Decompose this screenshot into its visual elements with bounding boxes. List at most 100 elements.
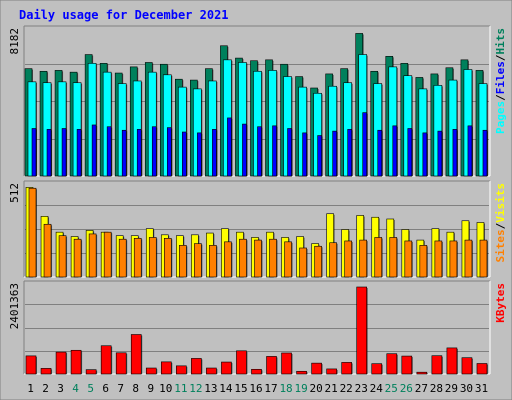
bar-pages-day-1 bbox=[31, 128, 37, 177]
bar-kbytes-day-15 bbox=[236, 350, 248, 375]
bar-fill bbox=[317, 135, 322, 177]
x-tick-day-10: 10 bbox=[159, 382, 172, 395]
bar-pages-day-22 bbox=[347, 129, 353, 177]
bar-fill bbox=[160, 361, 172, 375]
bar-fill bbox=[374, 237, 383, 278]
bar-kbytes-day-18 bbox=[281, 352, 293, 375]
bar-fill bbox=[115, 352, 127, 375]
x-tick-day-5: 5 bbox=[87, 382, 94, 395]
bar-fill bbox=[239, 238, 247, 278]
bar-fill bbox=[389, 237, 398, 278]
bar-sites-day-26 bbox=[404, 240, 413, 278]
bar-sites-day-16 bbox=[254, 239, 263, 278]
bar-fill bbox=[176, 365, 187, 375]
bar-pages-day-10 bbox=[166, 127, 173, 177]
bar-sites-day-19 bbox=[299, 247, 308, 278]
bar-fill bbox=[145, 367, 157, 375]
bar-pages-day-16 bbox=[257, 126, 263, 177]
bar-fill bbox=[257, 126, 262, 177]
bar-sites-day-22 bbox=[344, 240, 353, 278]
bar-pages-day-20 bbox=[317, 135, 323, 177]
bar-fill bbox=[148, 237, 157, 278]
bar-kbytes-day-26 bbox=[401, 355, 413, 375]
bar-sites-day-9 bbox=[148, 237, 158, 278]
bar-kbytes-day-25 bbox=[386, 353, 398, 375]
bar-kbytes-day-4 bbox=[70, 349, 83, 375]
x-tick-day-4: 4 bbox=[72, 382, 79, 395]
legend-item: Sites bbox=[494, 229, 507, 262]
x-tick-day-13: 13 bbox=[204, 382, 217, 395]
bar-kbytes-day-30 bbox=[461, 357, 473, 375]
bar-fill bbox=[88, 233, 97, 278]
x-tick-day-28: 28 bbox=[430, 382, 443, 395]
bar-fill bbox=[130, 334, 142, 375]
x-tick-day-14: 14 bbox=[219, 382, 233, 395]
bar-fill bbox=[437, 130, 443, 177]
bar-pages-day-4 bbox=[76, 129, 83, 177]
legend-item: / bbox=[494, 222, 507, 229]
x-tick-day-30: 30 bbox=[460, 382, 473, 395]
x-tick-day-9: 9 bbox=[147, 382, 154, 395]
x-tick-day-25: 25 bbox=[385, 382, 398, 395]
bar-fill bbox=[194, 243, 202, 278]
x-tick-day-17: 17 bbox=[264, 382, 277, 395]
bar-fill bbox=[236, 350, 247, 375]
bar-fill bbox=[163, 238, 172, 278]
bar-kbytes-day-27 bbox=[416, 371, 428, 375]
bar-sites-day-25 bbox=[389, 237, 398, 278]
bar-fill bbox=[28, 187, 37, 278]
bar-fill bbox=[179, 245, 187, 278]
bar-fill bbox=[25, 355, 37, 375]
bar-fill bbox=[356, 286, 368, 375]
bar-fill bbox=[103, 231, 112, 278]
bar-kbytes-day-12 bbox=[191, 358, 203, 375]
bar-sites-day-5 bbox=[88, 233, 98, 278]
bar-fill bbox=[332, 130, 337, 177]
bar-pages-day-17 bbox=[272, 125, 278, 177]
bar-kbytes-day-11 bbox=[176, 365, 188, 375]
bar-sites-day-20 bbox=[314, 245, 323, 278]
bar-fill bbox=[314, 245, 322, 278]
bar-pages-day-30 bbox=[467, 125, 473, 177]
bar-pages-day-23 bbox=[362, 112, 368, 177]
bar-pages-day-24 bbox=[377, 129, 383, 177]
bar-fill bbox=[106, 126, 112, 177]
bar-sites-day-28 bbox=[434, 240, 443, 278]
bar-fill bbox=[431, 355, 443, 375]
x-tick-day-16: 16 bbox=[249, 382, 262, 395]
bar-fill bbox=[197, 132, 202, 177]
bar-fill bbox=[242, 123, 247, 177]
bar-fill bbox=[151, 126, 157, 177]
bar-kbytes-day-24 bbox=[371, 363, 383, 375]
bar-fill bbox=[362, 112, 368, 177]
x-tick-day-18: 18 bbox=[279, 382, 292, 395]
legend-visits-sites: Sites/Visits bbox=[494, 183, 507, 263]
bar-fill bbox=[302, 132, 307, 177]
bar-fill bbox=[401, 355, 413, 375]
x-axis-day-labels: 1 2 3 4 5 6 7 8 9 10 11 12 13 14 15 16 17 18 19 20 21 22 23 24 2… bbox=[27, 382, 488, 395]
bar-fill bbox=[100, 345, 112, 375]
bar-pages-day-29 bbox=[452, 129, 458, 177]
x-tick-day-26: 26 bbox=[400, 382, 413, 395]
bar-sites-day-6 bbox=[103, 231, 113, 278]
x-tick-day-2: 2 bbox=[42, 382, 49, 395]
legend-item: Hits bbox=[494, 28, 507, 55]
bar-kbytes-day-10 bbox=[160, 361, 173, 375]
legend-item: KBytes bbox=[494, 283, 507, 323]
chart-title: Daily usage for December 2021 bbox=[19, 8, 229, 22]
panel-visits-sites: 512 Sites/Visits bbox=[8, 180, 507, 278]
bar-fill bbox=[269, 238, 277, 278]
bar-fill bbox=[206, 367, 217, 375]
bar-pages-day-6 bbox=[106, 126, 113, 177]
bar-sites-day-7 bbox=[118, 238, 128, 278]
x-tick-day-21: 21 bbox=[325, 382, 338, 395]
panel-kbytes: 2401363 KBytes bbox=[8, 280, 507, 375]
bar-fill bbox=[31, 128, 37, 177]
bar-pages-day-18 bbox=[287, 128, 293, 177]
bar-pages-day-12 bbox=[197, 132, 203, 177]
x-tick-day-8: 8 bbox=[132, 382, 139, 395]
bar-fill bbox=[434, 240, 443, 278]
bar-fill bbox=[407, 128, 413, 177]
